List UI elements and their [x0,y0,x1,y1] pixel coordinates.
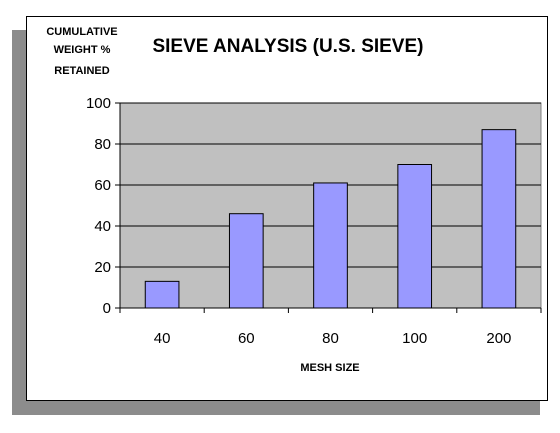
y-tick-label: 100 [86,95,111,112]
x-tick-label: 60 [238,330,255,347]
y-tick-label: 60 [94,177,111,194]
y-axis-label-line3: RETAINED [54,65,109,77]
x-tick-label: 200 [486,330,511,347]
bar [481,129,517,309]
y-tick-label: 20 [94,259,111,276]
bar [313,182,348,309]
chart-title: SIEVE ANALYSIS (U.S. SIEVE) [152,36,423,57]
y-tick-label: 0 [103,300,111,317]
bar [144,280,180,309]
bar [397,164,433,309]
x-axis-label: MESH SIZE [300,362,359,374]
y-axis-label-line2: WEIGHT % [54,44,111,56]
x-tick-label: 100 [402,330,427,347]
y-tick-label: 40 [94,218,111,235]
x-tick-label: 80 [322,330,339,347]
bar [228,213,264,309]
x-tick-label: 40 [154,330,171,347]
y-tick-label: 80 [94,136,111,153]
y-axis-label-line1: CUMULATIVE [46,26,117,38]
